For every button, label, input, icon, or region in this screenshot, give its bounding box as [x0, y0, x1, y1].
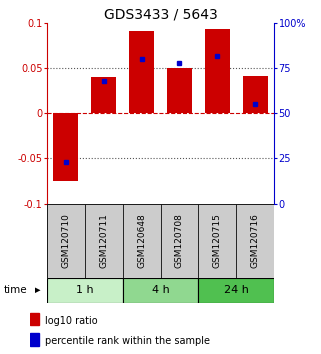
Text: GSM120648: GSM120648	[137, 213, 146, 268]
Text: GSM120708: GSM120708	[175, 213, 184, 268]
FancyBboxPatch shape	[47, 278, 123, 303]
FancyBboxPatch shape	[123, 204, 160, 278]
FancyBboxPatch shape	[160, 204, 198, 278]
FancyBboxPatch shape	[237, 204, 274, 278]
Bar	[30, 333, 39, 346]
Text: GSM120710: GSM120710	[61, 213, 70, 268]
FancyBboxPatch shape	[198, 204, 237, 278]
Bar	[53, 113, 78, 181]
Bar	[129, 31, 154, 113]
Text: 4 h: 4 h	[152, 285, 169, 295]
FancyBboxPatch shape	[198, 278, 274, 303]
FancyBboxPatch shape	[84, 204, 123, 278]
Text: 1 h: 1 h	[76, 285, 93, 295]
Bar	[30, 313, 39, 325]
FancyBboxPatch shape	[123, 278, 198, 303]
Bar	[167, 68, 192, 113]
Title: GDS3433 / 5643: GDS3433 / 5643	[104, 8, 217, 22]
Text: GSM120716: GSM120716	[251, 213, 260, 268]
FancyBboxPatch shape	[47, 204, 274, 278]
Text: 24 h: 24 h	[224, 285, 249, 295]
Text: GSM120715: GSM120715	[213, 213, 222, 268]
Bar	[243, 76, 268, 113]
Text: percentile rank within the sample: percentile rank within the sample	[45, 336, 210, 346]
Bar	[91, 77, 116, 113]
Text: GSM120711: GSM120711	[99, 213, 108, 268]
Text: log10 ratio: log10 ratio	[45, 316, 98, 326]
FancyBboxPatch shape	[47, 204, 84, 278]
Text: time: time	[3, 285, 27, 295]
Bar	[205, 29, 230, 113]
